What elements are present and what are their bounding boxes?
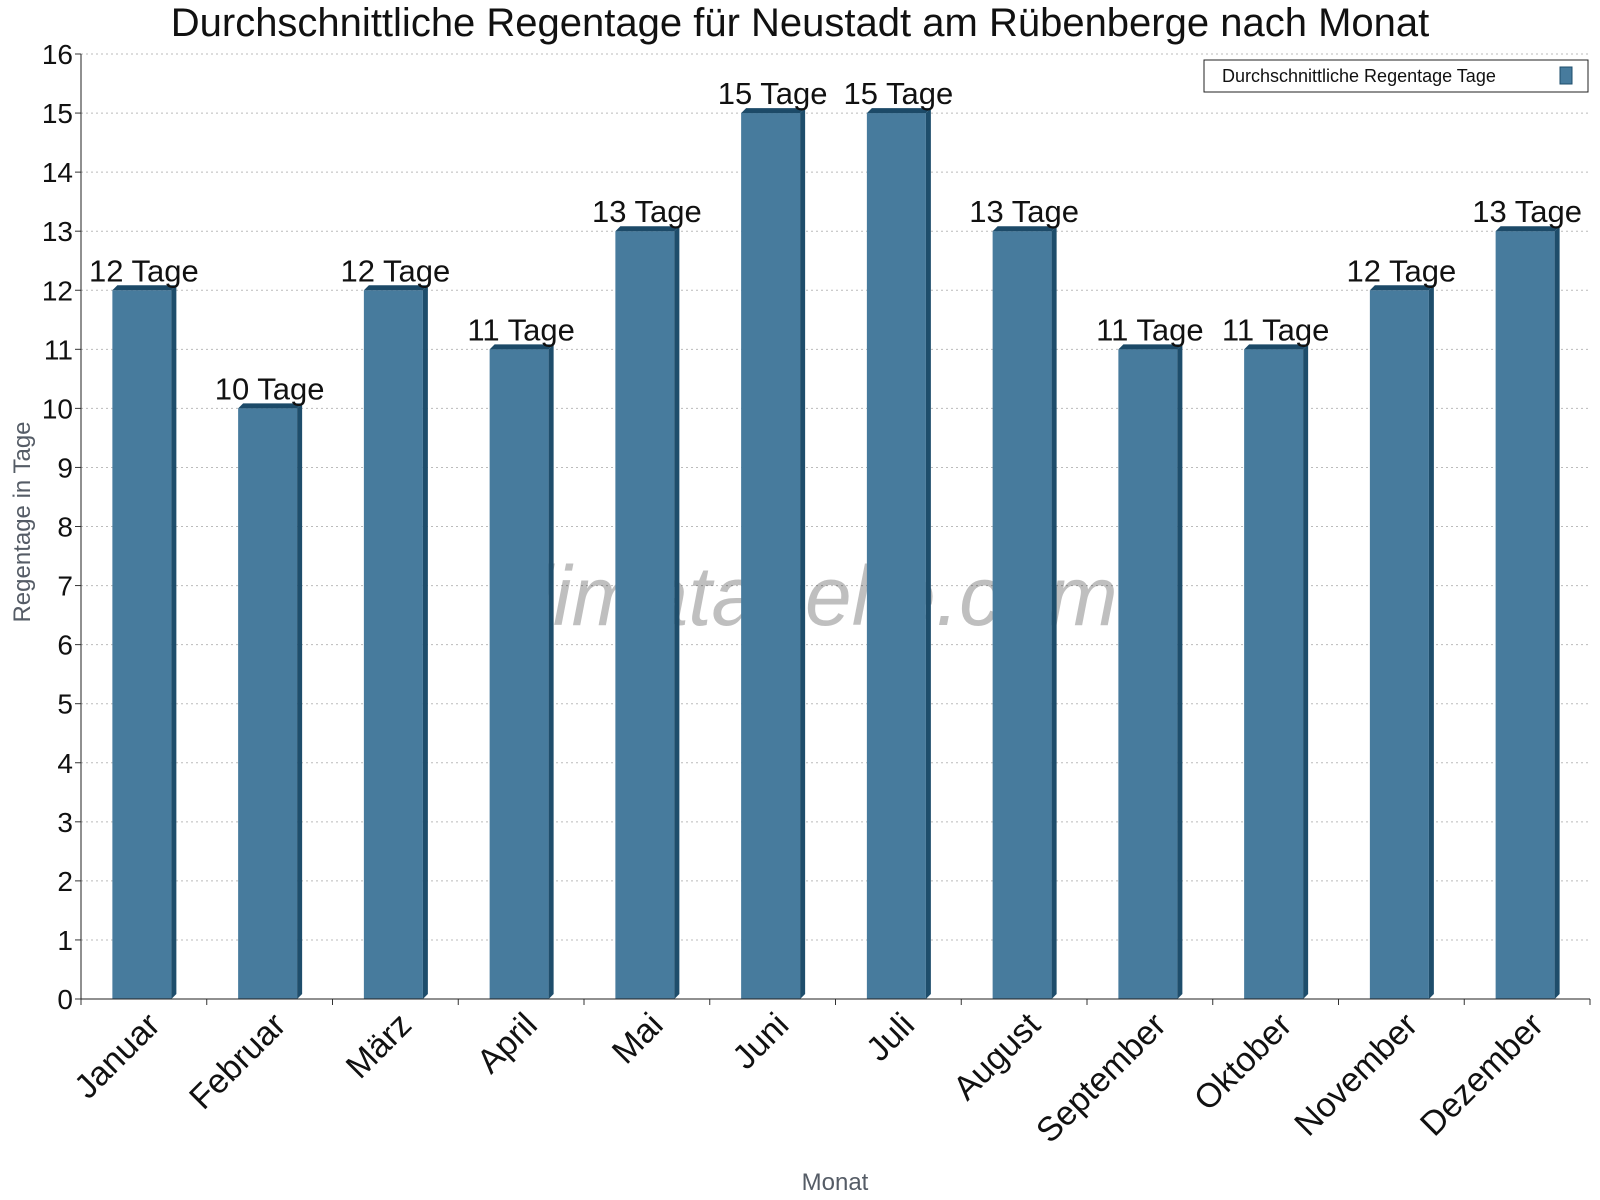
bar-top [1244,344,1309,350]
bar-value-label: 13 Tage [1472,194,1582,229]
bar-side [800,108,806,999]
y-tick-label: 11 [44,334,73,365]
bar-side [297,403,303,999]
bar-top [1118,344,1183,350]
bar-side [1303,344,1309,999]
y-tick-label: 3 [57,807,73,838]
y-tick-label: 6 [57,630,73,661]
y-tick-label: 10 [42,393,73,424]
bars [112,108,1560,999]
bar-top [1495,226,1560,232]
bar [1495,231,1555,999]
x-tick-label: Oktober [1187,1006,1299,1118]
x-axis-label: Monat [802,1169,869,1196]
y-tick-label: 12 [42,275,73,306]
bar-side [171,285,177,999]
y-tick-label: 16 [42,39,73,70]
bar-value-label: 12 Tage [1346,253,1456,288]
bar [112,290,172,999]
y-tick-label: 0 [57,984,73,1015]
legend: Durchschnittliche Regentage Tage [1203,59,1589,93]
bar-side [674,226,680,999]
bar [741,113,801,999]
bar [238,408,298,999]
bar-side [925,108,931,999]
bar [1118,349,1178,999]
bar-value-label: 13 Tage [592,194,702,229]
bar-side [1428,285,1434,999]
bar-top [238,403,303,409]
bar-side [422,285,428,999]
y-tick-label: 4 [57,748,73,779]
x-tick-label: Januar [67,1006,167,1106]
bar [1369,290,1429,999]
bar-top [741,108,806,114]
bar [1244,349,1304,999]
grid-lines [81,53,1590,941]
bar-side [1051,226,1057,999]
axes [75,53,1591,1005]
y-tick-label: 5 [57,689,73,720]
x-tick-label: November [1287,1006,1425,1144]
bar-value-label: 12 Tage [340,253,450,288]
bar-side [1554,226,1560,999]
x-tick-label: Mai [605,1006,671,1072]
x-tick-label: April [470,1006,545,1081]
bar-value-label: 10 Tage [215,371,325,406]
bar-top [489,344,554,350]
y-tick-label: 14 [42,157,73,188]
bar [363,290,423,999]
x-tick-label: Juli [859,1006,922,1069]
bar-value-label: 11 Tage [467,312,574,347]
bar-side [548,344,554,999]
y-tick-label: 8 [57,512,73,543]
x-tick-labels: Januar Februar März April Mai Juni Juli AugustS… [67,1005,1551,1150]
legend-box [1203,59,1589,93]
x-tick-label: Juni [725,1006,796,1077]
bar [992,231,1052,999]
bar-top [866,108,931,114]
bar-side [1177,344,1183,999]
bar-value-label: 13 Tage [969,194,1079,229]
bar-value-label: 15 Tage [843,76,953,111]
x-tick-label: März [339,1006,419,1086]
bar-top [1369,285,1434,291]
x-tick-label: Dezember [1413,1006,1551,1144]
y-axis-label: Regentage in Tage [9,421,36,622]
bar [866,113,926,999]
legend-swatch [1559,66,1573,85]
bar-value-label: 11 Tage [1096,312,1203,347]
bar-top [615,226,680,232]
bar-top [112,285,177,291]
x-tick-label: Februar [182,1006,293,1117]
y-tick-label: 15 [42,98,73,129]
bar-top [992,226,1057,232]
bar-value-labels: 12 Tage 10 Tage 12 Tage 11 Tage 13 Tage 15 Ta… [89,76,1582,406]
bar-value-label: 11 Tage [1222,312,1329,347]
x-tick-label: September [1029,1006,1173,1150]
y-tick-label: 7 [57,571,73,602]
y-tick-label: 13 [42,216,73,247]
chart-title: Durchschnittliche Regentage für Neustadt… [171,1,1430,45]
legend-entry-label: Durchschnittliche Regentage Tage [1222,66,1496,86]
bar [615,231,675,999]
bar [489,349,549,999]
y-tick-label: 2 [57,866,73,897]
bar-top [363,285,428,291]
x-tick-label: August [946,1005,1048,1107]
bar-value-label: 15 Tage [718,76,828,111]
y-tick-label: 1 [57,925,73,956]
y-tick-label: 9 [57,452,73,483]
bar-value-label: 12 Tage [89,253,199,288]
